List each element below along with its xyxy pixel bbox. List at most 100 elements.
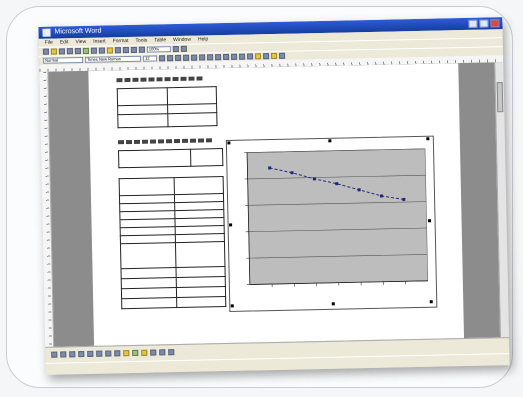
- data-table-2-header: [118, 148, 223, 168]
- table-icon[interactable]: [279, 52, 286, 59]
- menu-file[interactable]: File: [44, 39, 53, 46]
- chart-resize-handle: [230, 304, 234, 308]
- table-cell: [175, 241, 225, 268]
- menu-edit[interactable]: Edit: [59, 39, 69, 46]
- gridline: [249, 254, 428, 259]
- font-color-icon[interactable]: [263, 53, 270, 60]
- data-point: [402, 197, 406, 201]
- document-page[interactable]: [88, 63, 465, 347]
- draw-menu-icon[interactable]: [51, 351, 58, 358]
- data-point: [357, 188, 361, 192]
- rectangle-icon[interactable]: [96, 350, 103, 357]
- insert-chart-icon[interactable]: [138, 46, 145, 53]
- chart-resize-handle: [331, 302, 335, 306]
- data-point: [379, 194, 384, 198]
- font-select[interactable]: Times New Roman: [85, 55, 142, 63]
- window-controls: [468, 19, 500, 28]
- menu-view[interactable]: View: [75, 38, 87, 46]
- copy-icon[interactable]: [98, 47, 105, 54]
- paste-icon[interactable]: [106, 47, 113, 54]
- cut-icon[interactable]: [90, 47, 97, 54]
- line-icon[interactable]: [78, 351, 85, 358]
- redo-icon[interactable]: [122, 47, 129, 54]
- menu-tools[interactable]: Tools: [135, 37, 148, 44]
- show-formatting-icon[interactable]: [180, 45, 187, 52]
- embedded-chart[interactable]: [225, 135, 438, 312]
- borders-icon[interactable]: [247, 53, 254, 60]
- align-left-icon[interactable]: [183, 54, 190, 61]
- autoshapes-icon[interactable]: [69, 351, 76, 358]
- underline-icon[interactable]: [175, 54, 182, 62]
- chart-wizard-icon[interactable]: [271, 52, 278, 60]
- justify-icon[interactable]: [207, 54, 214, 61]
- arrow-icon[interactable]: [87, 350, 94, 357]
- numbering-icon[interactable]: [215, 54, 222, 61]
- table-cell: [167, 112, 218, 127]
- spelling-icon[interactable]: [82, 47, 89, 54]
- table-cell: [117, 113, 168, 128]
- clipart-icon[interactable]: [132, 349, 139, 357]
- data-point: [312, 177, 316, 181]
- section-heading-1: [116, 76, 205, 83]
- 3d-icon[interactable]: [168, 349, 175, 356]
- chart-svg: [227, 137, 433, 308]
- font-size-select[interactable]: 12: [143, 55, 158, 62]
- chart-resize-handle: [229, 223, 233, 227]
- textbox-icon[interactable]: [114, 350, 121, 357]
- close-button[interactable]: [490, 19, 500, 28]
- table-header-cell: [119, 177, 175, 196]
- menu-table[interactable]: Table: [154, 37, 167, 44]
- align-center-icon[interactable]: [191, 54, 198, 61]
- y-axis: [246, 152, 251, 285]
- align-right-icon[interactable]: [199, 54, 206, 61]
- window-title: Microsoft Word: [54, 27, 102, 36]
- bold-icon[interactable]: [159, 55, 166, 62]
- chart-resize-handle: [227, 141, 231, 145]
- new-document-icon[interactable]: [42, 48, 49, 55]
- oval-icon[interactable]: [105, 350, 112, 357]
- style-select[interactable]: Normal: [43, 56, 84, 64]
- print-preview-icon[interactable]: [74, 48, 81, 55]
- bullets-icon[interactable]: [223, 53, 230, 61]
- chart-resize-handle: [428, 219, 432, 223]
- save-icon[interactable]: [58, 48, 65, 55]
- table-header-cell: [174, 176, 224, 195]
- document-workarea: [48, 62, 502, 347]
- data-point: [335, 182, 339, 186]
- table-cell: [117, 87, 168, 106]
- fill-color-icon[interactable]: [141, 349, 148, 356]
- increase-indent-icon[interactable]: [239, 53, 246, 60]
- wordart-icon[interactable]: [123, 350, 130, 357]
- chart-resize-handle: [429, 300, 433, 304]
- scrollbar-thumb[interactable]: [496, 82, 504, 113]
- select-objects-icon[interactable]: [60, 351, 67, 358]
- open-folder-icon[interactable]: [50, 48, 57, 55]
- data-point: [290, 171, 294, 175]
- x-axis: [249, 280, 428, 285]
- print-icon[interactable]: [66, 48, 73, 55]
- zoom-select[interactable]: 100%: [146, 46, 171, 53]
- menu-help[interactable]: Help: [197, 36, 209, 43]
- chart-resize-handle: [426, 137, 430, 141]
- data-table-1: [117, 86, 218, 128]
- section-heading-2: [117, 138, 214, 145]
- shadow-icon[interactable]: [159, 349, 166, 356]
- line-color-icon[interactable]: [150, 349, 157, 356]
- help-icon[interactable]: [172, 45, 179, 53]
- gridline: [247, 174, 426, 180]
- table-cell: [190, 148, 223, 167]
- maximize-button[interactable]: [479, 19, 489, 28]
- undo-icon[interactable]: [114, 47, 121, 54]
- menu-insert[interactable]: Insert: [93, 38, 106, 45]
- decrease-indent-icon[interactable]: [231, 53, 238, 60]
- italic-icon[interactable]: [167, 55, 174, 62]
- data-table-3: [119, 176, 227, 309]
- minimize-button[interactable]: [468, 19, 478, 28]
- gridline: [248, 227, 427, 233]
- gridline: [248, 201, 427, 206]
- highlight-icon[interactable]: [255, 53, 262, 60]
- insert-table-icon[interactable]: [130, 46, 137, 53]
- table-cell: [166, 86, 217, 105]
- chart-resize-handle: [328, 139, 332, 143]
- table-cell: [121, 297, 177, 309]
